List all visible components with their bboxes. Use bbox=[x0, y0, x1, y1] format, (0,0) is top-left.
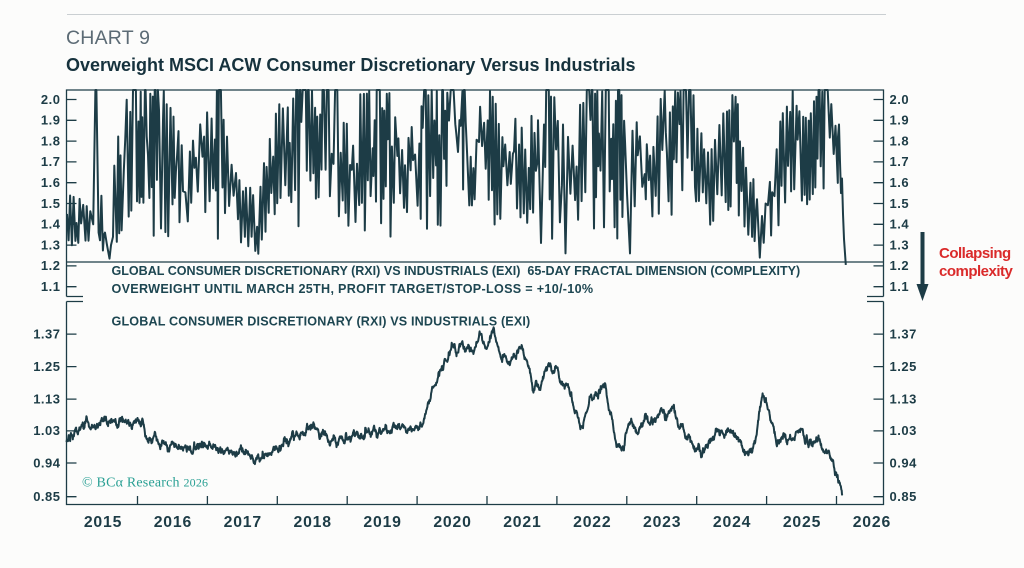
svg-text:1.2: 1.2 bbox=[890, 258, 910, 273]
svg-text:2026: 2026 bbox=[853, 514, 891, 531]
svg-text:1.2: 1.2 bbox=[41, 258, 61, 273]
svg-text:1.1: 1.1 bbox=[890, 279, 910, 294]
svg-text:1.13: 1.13 bbox=[890, 391, 917, 406]
svg-text:1.6: 1.6 bbox=[890, 175, 910, 190]
svg-text:1.6: 1.6 bbox=[41, 175, 61, 190]
svg-text:2021: 2021 bbox=[503, 514, 541, 531]
svg-text:1.8: 1.8 bbox=[41, 133, 61, 148]
svg-text:2.0: 2.0 bbox=[41, 92, 61, 107]
svg-text:0.94: 0.94 bbox=[890, 455, 918, 470]
svg-text:© BCα Research 2026: © BCα Research 2026 bbox=[82, 476, 208, 491]
svg-text:2022: 2022 bbox=[573, 514, 611, 531]
svg-text:2023: 2023 bbox=[643, 514, 681, 531]
svg-text:1.5: 1.5 bbox=[41, 196, 61, 211]
svg-text:2.0: 2.0 bbox=[890, 92, 910, 107]
svg-text:OVERWEIGHT UNTIL MARCH 25TH, P: OVERWEIGHT UNTIL MARCH 25TH, PROFIT TARG… bbox=[112, 282, 594, 296]
svg-text:1.1: 1.1 bbox=[41, 279, 61, 294]
svg-text:1.7: 1.7 bbox=[890, 154, 910, 169]
svg-text:2018: 2018 bbox=[294, 514, 332, 531]
svg-text:0.85: 0.85 bbox=[33, 489, 60, 504]
svg-text:1.9: 1.9 bbox=[890, 113, 910, 128]
svg-text:1.37: 1.37 bbox=[33, 326, 60, 341]
svg-text:1.03: 1.03 bbox=[33, 423, 60, 438]
svg-text:1.25: 1.25 bbox=[33, 359, 60, 374]
svg-text:2017: 2017 bbox=[224, 514, 262, 531]
svg-text:1.9: 1.9 bbox=[41, 113, 61, 128]
svg-text:1.5: 1.5 bbox=[890, 196, 910, 211]
svg-text:1.8: 1.8 bbox=[890, 133, 910, 148]
svg-text:GLOBAL CONSUMER DISCRETIONARY: GLOBAL CONSUMER DISCRETIONARY (RXI) VS I… bbox=[112, 264, 801, 278]
svg-text:2025: 2025 bbox=[783, 514, 821, 531]
svg-text:1.3: 1.3 bbox=[41, 237, 61, 252]
svg-text:1.37: 1.37 bbox=[890, 326, 917, 341]
svg-text:2024: 2024 bbox=[713, 514, 751, 531]
svg-text:GLOBAL CONSUMER DISCRETIONARY: GLOBAL CONSUMER DISCRETIONARY (RXI) VS I… bbox=[112, 315, 531, 329]
svg-text:2015: 2015 bbox=[84, 514, 122, 531]
svg-text:2019: 2019 bbox=[363, 514, 401, 531]
svg-text:complexity: complexity bbox=[939, 263, 1014, 280]
svg-text:1.4: 1.4 bbox=[890, 217, 910, 232]
svg-text:1.25: 1.25 bbox=[890, 359, 917, 374]
svg-text:0.85: 0.85 bbox=[890, 489, 917, 504]
svg-text:1.4: 1.4 bbox=[41, 217, 61, 232]
svg-text:1.03: 1.03 bbox=[890, 423, 917, 438]
svg-text:Collapsing: Collapsing bbox=[939, 245, 1011, 262]
svg-text:1.13: 1.13 bbox=[33, 391, 60, 406]
svg-text:1.3: 1.3 bbox=[890, 237, 910, 252]
svg-text:0.94: 0.94 bbox=[33, 455, 61, 470]
svg-text:2016: 2016 bbox=[154, 514, 192, 531]
svg-text:2020: 2020 bbox=[433, 514, 471, 531]
svg-text:1.7: 1.7 bbox=[41, 154, 61, 169]
